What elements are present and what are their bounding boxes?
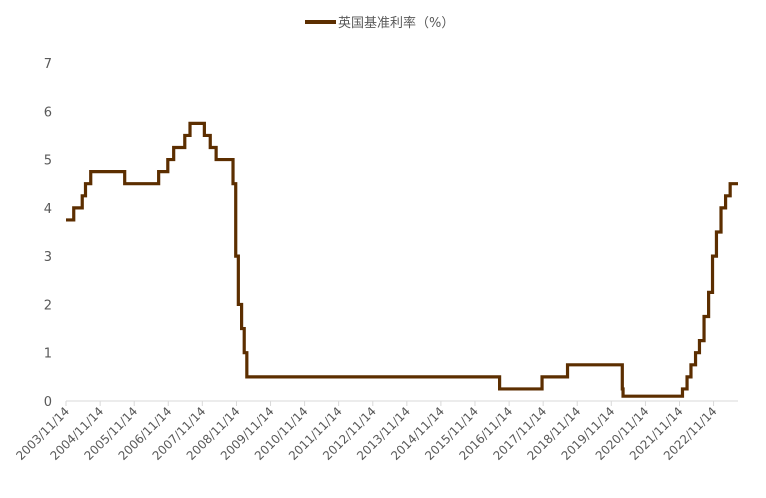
y-tick-label: 7	[44, 57, 52, 72]
y-tick-label: 1	[44, 347, 52, 362]
series-layer	[66, 121, 738, 398]
y-tick-label: 6	[44, 105, 52, 120]
series-line-bank-rate	[66, 121, 738, 398]
legend: 英国基准利率（%）	[305, 15, 454, 31]
y-tick-label: 0	[44, 395, 52, 410]
y-tick-label: 4	[44, 202, 52, 217]
x-axis: 2003/11/142004/11/142005/11/142006/11/14…	[13, 400, 738, 463]
y-tick-label: 5	[44, 154, 52, 169]
y-tick-label: 2	[44, 298, 52, 313]
y-axis: 0 1 2 3 4 5 6 7	[44, 57, 52, 410]
y-tick-label: 3	[44, 250, 52, 265]
legend-label: 英国基准利率（%）	[338, 15, 454, 31]
